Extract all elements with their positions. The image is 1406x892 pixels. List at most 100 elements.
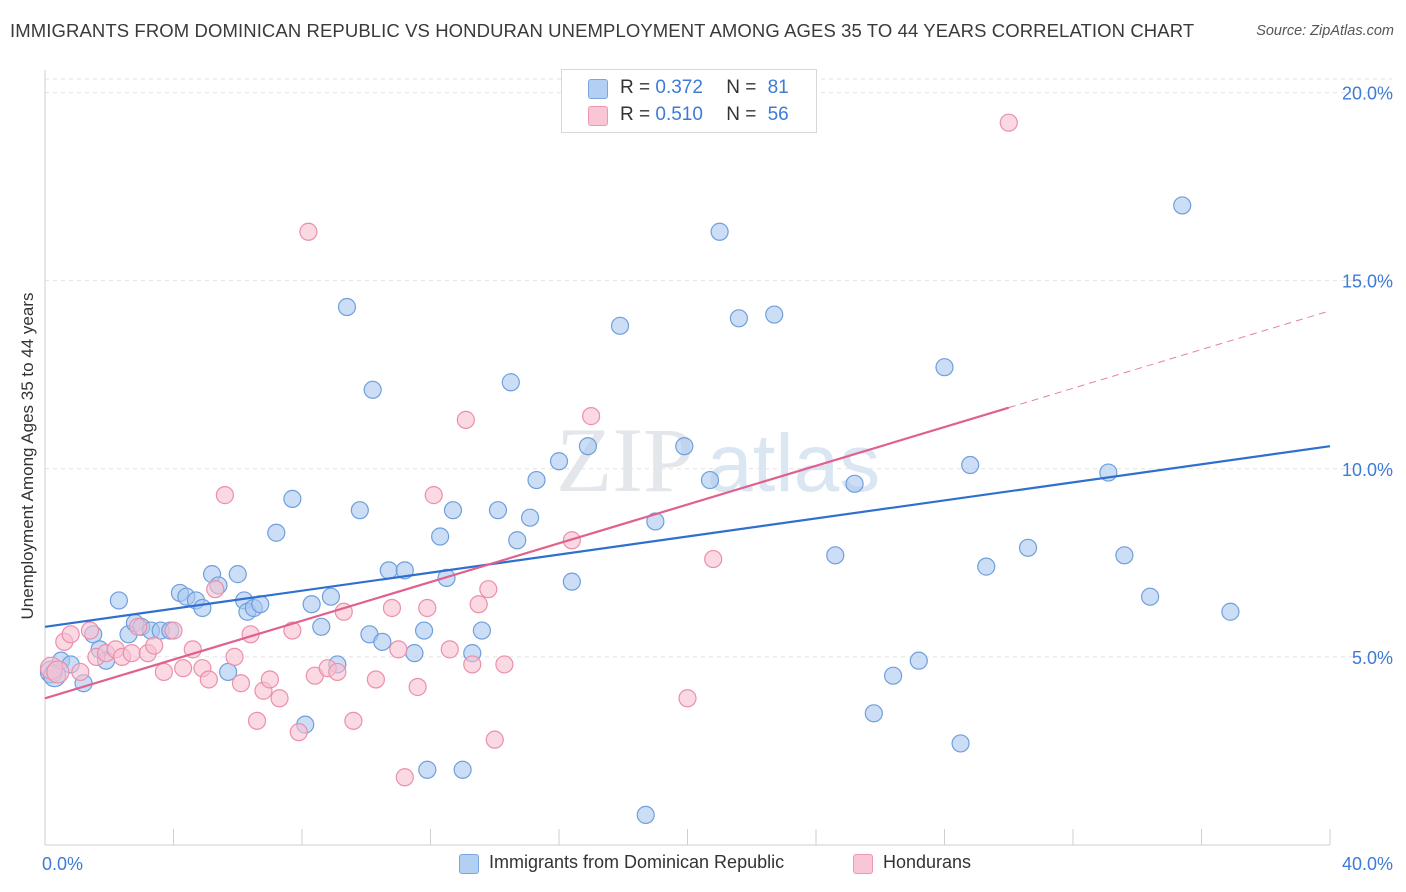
data-point <box>549 452 569 471</box>
data-point <box>350 501 369 520</box>
trend-line-honduran <box>44 406 1010 700</box>
legend-n-value: 56 <box>767 104 789 125</box>
legend-n-value: 81 <box>767 77 789 98</box>
data-point <box>909 651 928 670</box>
y-tick-label: 10.0% <box>1342 460 1393 480</box>
data-point <box>382 598 402 618</box>
data-point <box>219 662 238 682</box>
data-point <box>247 711 267 730</box>
data-point <box>363 380 382 399</box>
data-point <box>337 297 357 317</box>
data-point <box>479 580 498 599</box>
data-point <box>675 437 694 456</box>
data-point <box>1115 546 1134 565</box>
data-point <box>472 621 491 640</box>
data-point <box>424 486 443 505</box>
data-point <box>46 660 70 684</box>
data-point <box>228 565 247 584</box>
data-point <box>260 670 279 689</box>
data-point <box>414 621 434 640</box>
correlation-legend: R = 0.372 N = 81 R = 0.510 N = 56 <box>561 69 817 133</box>
data-point <box>321 587 341 606</box>
data-point <box>845 474 864 493</box>
data-point <box>501 373 520 392</box>
data-point <box>344 711 363 730</box>
data-point <box>453 760 472 779</box>
trend-line-dominican <box>44 445 1331 628</box>
legend-r-label: R = <box>620 77 656 98</box>
bottom-legend-swatch-pink <box>853 854 873 874</box>
y-tick-label: 15.0% <box>1342 272 1393 292</box>
data-point <box>366 670 385 689</box>
data-point <box>164 621 183 640</box>
bottom-legend-swatch-blue <box>459 854 479 874</box>
data-point <box>231 674 251 693</box>
data-point <box>283 489 302 508</box>
trend-line-honduran-extension <box>1008 310 1331 409</box>
data-point <box>395 768 414 787</box>
data-point <box>1140 587 1160 606</box>
data-point <box>469 595 488 614</box>
bottom-legend-label: Hondurans <box>883 852 972 872</box>
data-point <box>456 410 475 429</box>
data-point <box>199 670 218 689</box>
data-point <box>193 598 212 618</box>
data-point <box>495 655 514 674</box>
data-point <box>408 677 427 697</box>
data-point <box>610 316 630 335</box>
gridlines <box>45 78 1392 658</box>
data-point <box>864 704 883 723</box>
data-point <box>520 508 540 527</box>
data-point <box>389 640 408 659</box>
data-point <box>961 455 980 475</box>
data-point <box>999 113 1018 132</box>
legend-r-value: 0.510 <box>655 104 703 125</box>
data-point <box>765 305 784 324</box>
data-point <box>1018 538 1038 557</box>
data-point <box>562 572 581 591</box>
data-point <box>700 470 720 490</box>
data-point <box>312 617 331 636</box>
data-point <box>710 222 729 241</box>
data-point <box>977 557 996 576</box>
tick-labels: 5.0% 10.0% 15.0% 20.0% 0.0% 40.0% <box>42 84 1393 874</box>
data-point <box>1221 602 1240 621</box>
data-point <box>373 632 392 651</box>
legend-n-label: N = <box>726 77 762 98</box>
data-point <box>174 659 193 678</box>
data-point <box>488 501 508 520</box>
legend-swatch-blue <box>588 79 608 99</box>
data-point <box>80 621 100 640</box>
data-point <box>225 647 244 666</box>
data-point <box>145 636 164 655</box>
data-point <box>302 595 321 614</box>
data-point <box>678 689 697 708</box>
data-point <box>299 222 318 241</box>
y-tick-label: 5.0% <box>1352 648 1393 668</box>
data-point <box>61 625 80 644</box>
data-point <box>267 523 286 542</box>
trend-lines <box>44 310 1331 700</box>
data-point <box>935 358 954 377</box>
x-tick-label: 0.0% <box>42 854 83 874</box>
y-tick-label: 20.0% <box>1342 84 1393 104</box>
data-point <box>289 723 308 742</box>
data-point <box>646 512 665 531</box>
data-point <box>582 407 601 426</box>
data-point <box>443 501 463 520</box>
data-point <box>508 531 527 550</box>
axes <box>44 70 1331 846</box>
legend-r-label: R = <box>620 104 656 125</box>
data-point <box>1173 196 1192 215</box>
data-point <box>636 805 655 825</box>
data-point <box>183 640 202 659</box>
watermark-atlas: atlas <box>707 418 880 509</box>
bottom-legend-label: Immigrants from Dominican Republic <box>489 852 785 872</box>
data-point <box>379 561 398 580</box>
source-label: Source: ZipAtlas.com <box>1256 23 1394 39</box>
data-point <box>463 655 482 674</box>
data-point <box>215 486 234 505</box>
data-point <box>109 591 128 610</box>
data-point <box>527 470 546 490</box>
